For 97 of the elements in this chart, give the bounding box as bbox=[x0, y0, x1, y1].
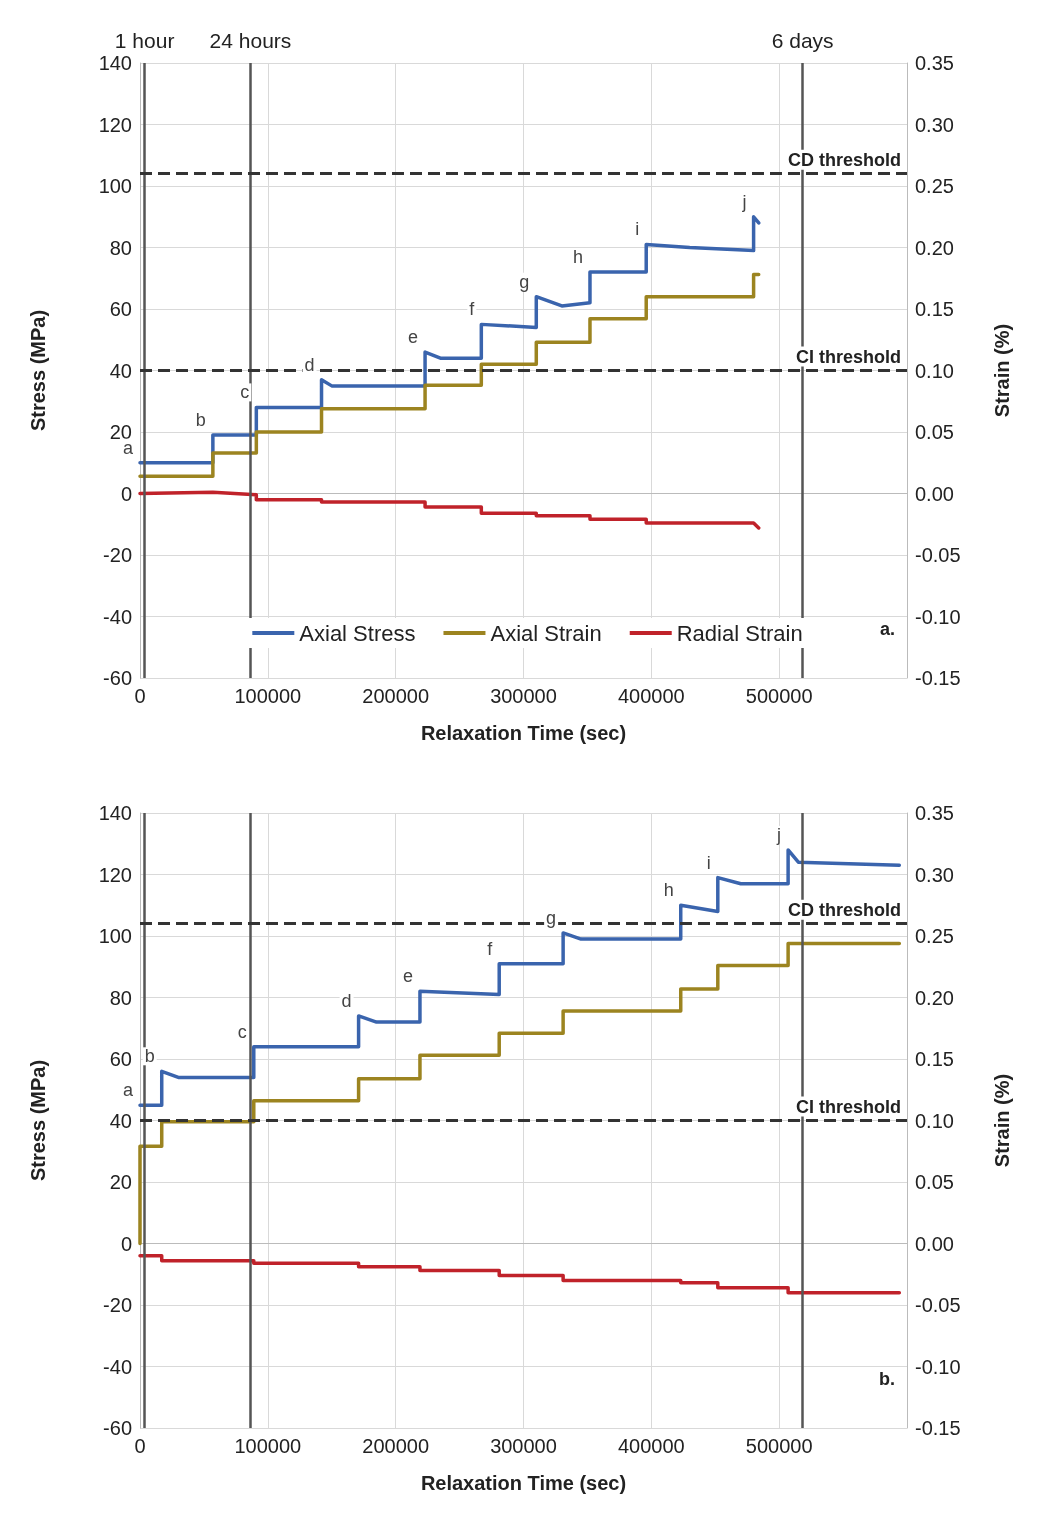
annotation: b bbox=[144, 1046, 155, 1067]
y2-tick-label: 0.15 bbox=[915, 1048, 954, 1070]
annotation: i bbox=[635, 219, 640, 240]
y-tick-label: 20 bbox=[109, 1171, 132, 1193]
y-tick-label: -20 bbox=[103, 544, 132, 566]
y2-tick-label: 0.20 bbox=[915, 236, 954, 259]
x-tick-label: 0 bbox=[134, 1435, 146, 1457]
x-tick-label: 200000 bbox=[362, 685, 430, 707]
y-tick-label: 120 bbox=[98, 113, 132, 136]
annotation: e bbox=[408, 327, 419, 348]
x-tick-label: 500000 bbox=[745, 1435, 813, 1457]
annotation: c bbox=[240, 382, 250, 403]
x-tick-label: 400000 bbox=[617, 1435, 685, 1457]
x-tick-label: 300000 bbox=[490, 685, 557, 707]
ref-line-label: 24 hours bbox=[209, 29, 292, 52]
x-axis-title: Relaxation Time (sec) bbox=[420, 722, 627, 744]
y-tick-label: -20 bbox=[103, 1294, 132, 1316]
y-tick-label: 100 bbox=[98, 925, 132, 947]
y-axis-title: Stress (MPa) bbox=[27, 309, 49, 432]
annotation: d bbox=[304, 354, 315, 375]
x-tick-label: 100000 bbox=[234, 685, 302, 707]
y2-tick-label: 0.00 bbox=[915, 1232, 954, 1255]
x-tick-label: 300000 bbox=[490, 1435, 557, 1457]
y2-tick-label: 0.35 bbox=[915, 52, 954, 74]
line-series bbox=[138, 941, 902, 1246]
annotation: j bbox=[776, 824, 782, 845]
annotation: f bbox=[469, 299, 476, 320]
y2-tick-label: 0.10 bbox=[915, 1109, 954, 1132]
y-tick-label: 140 bbox=[98, 52, 132, 74]
x-axis-title: Relaxation Time (sec) bbox=[420, 1472, 627, 1494]
y-tick-label: 40 bbox=[109, 359, 132, 382]
y-tick-label: -60 bbox=[103, 1417, 132, 1439]
annotation: j bbox=[741, 191, 747, 212]
y2-tick-label: -0.10 bbox=[915, 1355, 961, 1378]
y-tick-label: -40 bbox=[103, 1355, 132, 1378]
ref-line-label: CD threshold bbox=[787, 899, 901, 920]
annotation: b bbox=[195, 410, 206, 431]
annotation: h bbox=[663, 880, 674, 901]
line-series bbox=[138, 272, 761, 479]
annotation: b. bbox=[879, 1369, 895, 1389]
y2-tick-label: 0.25 bbox=[915, 175, 954, 197]
y-tick-label: -60 bbox=[103, 667, 132, 689]
y-tick-label: 120 bbox=[98, 863, 132, 886]
y2-tick-label: 0.15 bbox=[915, 298, 954, 320]
y-tick-label: 80 bbox=[109, 986, 132, 1009]
y-tick-label: 60 bbox=[109, 298, 132, 320]
ref-line-label: CI threshold bbox=[795, 346, 901, 367]
ref-line-label: 1 hour bbox=[114, 29, 175, 52]
x-tick-label: 0 bbox=[134, 685, 146, 707]
y-tick-label: -40 bbox=[103, 605, 132, 628]
y2-tick-label: 0.00 bbox=[915, 482, 954, 505]
y-tick-label: 80 bbox=[109, 236, 132, 259]
x-tick-label: 200000 bbox=[362, 1435, 430, 1457]
x-tick-label: 100000 bbox=[234, 1435, 302, 1457]
y2-tick-label: -0.15 bbox=[915, 667, 961, 689]
y-tick-label: 100 bbox=[98, 175, 132, 197]
annotation: c bbox=[237, 1021, 247, 1042]
y2-axis-title: Strain (%) bbox=[991, 1073, 1013, 1168]
ref-line-label: CD threshold bbox=[787, 149, 901, 170]
y-tick-label: 40 bbox=[109, 1109, 132, 1132]
annotation: e bbox=[402, 966, 413, 987]
y2-tick-label: -0.10 bbox=[915, 605, 961, 628]
y2-axis-title: Strain (%) bbox=[991, 323, 1013, 418]
y-tick-label: 0 bbox=[120, 482, 132, 505]
y-tick-label: 0 bbox=[120, 1232, 132, 1255]
annotation: h bbox=[572, 247, 583, 268]
annotation: a. bbox=[879, 619, 895, 639]
legend-label: Axial Strain bbox=[490, 620, 602, 646]
y-axis-title: Stress (MPa) bbox=[27, 1059, 49, 1182]
y2-tick-label: 0.05 bbox=[915, 1171, 954, 1193]
y2-tick-label: -0.05 bbox=[915, 1294, 961, 1316]
annotation: f bbox=[487, 938, 494, 959]
y2-tick-label: -0.05 bbox=[915, 544, 961, 566]
y-tick-label: 60 bbox=[109, 1048, 132, 1070]
line-series bbox=[138, 1254, 902, 1295]
annotation: i bbox=[706, 852, 711, 873]
annotation: g bbox=[519, 271, 530, 292]
line-series bbox=[138, 490, 761, 530]
y2-tick-label: -0.15 bbox=[915, 1417, 961, 1439]
annotation: a bbox=[122, 1080, 134, 1101]
annotation: g bbox=[546, 907, 557, 928]
y2-tick-label: 0.05 bbox=[915, 421, 954, 443]
y2-tick-label: 0.30 bbox=[915, 863, 954, 886]
line-series bbox=[138, 215, 761, 465]
y2-tick-label: 0.20 bbox=[915, 986, 954, 1009]
ref-line-label: CI threshold bbox=[795, 1096, 901, 1117]
annotation: d bbox=[341, 990, 352, 1011]
y2-tick-label: 0.30 bbox=[915, 113, 954, 136]
x-tick-label: 400000 bbox=[617, 685, 685, 707]
ref-line-label: 6 days bbox=[771, 29, 834, 52]
legend-label: Radial Strain bbox=[676, 620, 803, 646]
legend-label: Axial Stress bbox=[299, 620, 416, 646]
y2-tick-label: 0.35 bbox=[915, 802, 954, 824]
y2-tick-label: 0.25 bbox=[915, 925, 954, 947]
y-tick-label: 140 bbox=[98, 802, 132, 824]
x-tick-label: 500000 bbox=[745, 685, 813, 707]
y2-tick-label: 0.10 bbox=[915, 359, 954, 382]
